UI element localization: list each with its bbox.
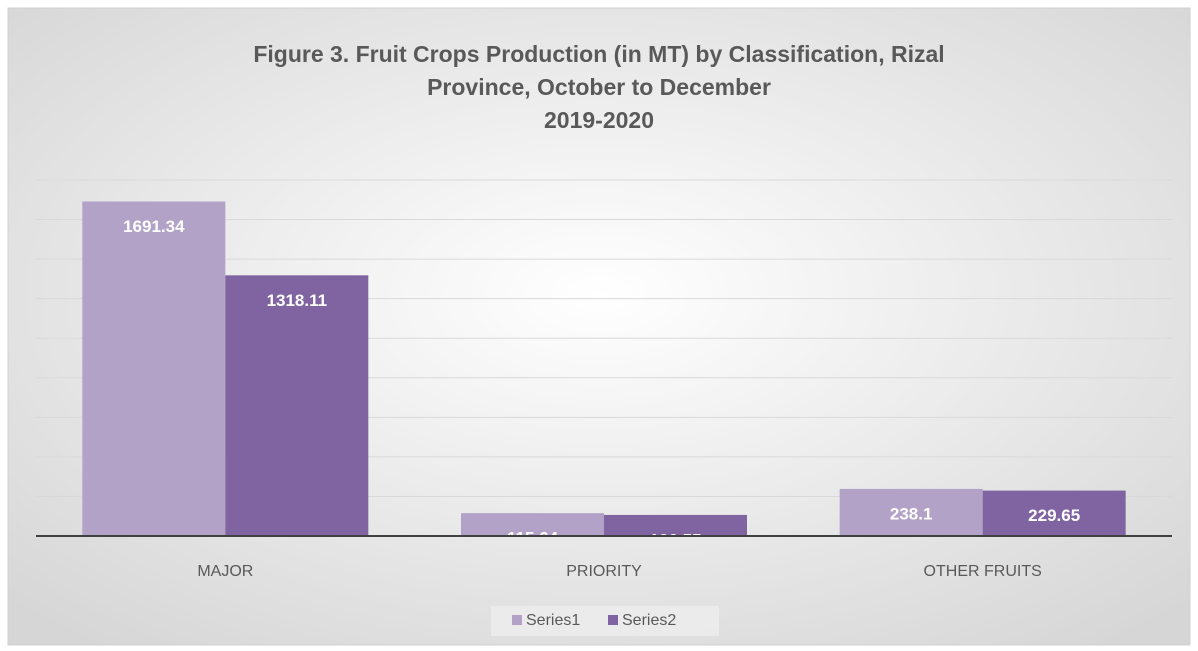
legend-label: Series1 [526,612,580,629]
chart-title-line: Province, October to December [427,74,771,100]
x-tick-label: MAJOR [197,563,253,580]
bar [604,514,747,536]
legend-swatch [608,615,618,625]
data-label: 1318.11 [267,291,328,310]
bar [839,488,983,536]
x-tick-label: PRIORITY [566,563,642,580]
legend-label: Series2 [622,612,676,629]
bar [461,513,604,536]
x-tick-label: OTHER FRUITS [924,563,1042,580]
bar [982,490,1126,536]
data-label: 238.1 [890,504,933,523]
data-label: 115.64 [507,529,559,548]
bar [225,275,369,536]
data-label: 229.65 [1028,506,1080,525]
legend-swatch [512,615,522,625]
legend-box [491,606,719,636]
data-label: 106.55 [650,530,702,549]
data-labels: 1691.34 1318.11 115.64 106.55 238.1 229.65 [123,217,1080,549]
data-label: 1691.34 [123,217,185,236]
bars [82,201,1126,536]
axis: MAJOR PRIORITY OTHER FRUITS [36,535,1172,580]
chart-title: Figure 3. Fruit Crops Production (in MT)… [253,41,944,133]
chart-title-line: 2019-2020 [544,107,654,133]
legend: Series1 Series2 [491,606,719,636]
bar [82,201,226,536]
chart-title-line: Figure 3. Fruit Crops Production (in MT)… [253,41,944,67]
